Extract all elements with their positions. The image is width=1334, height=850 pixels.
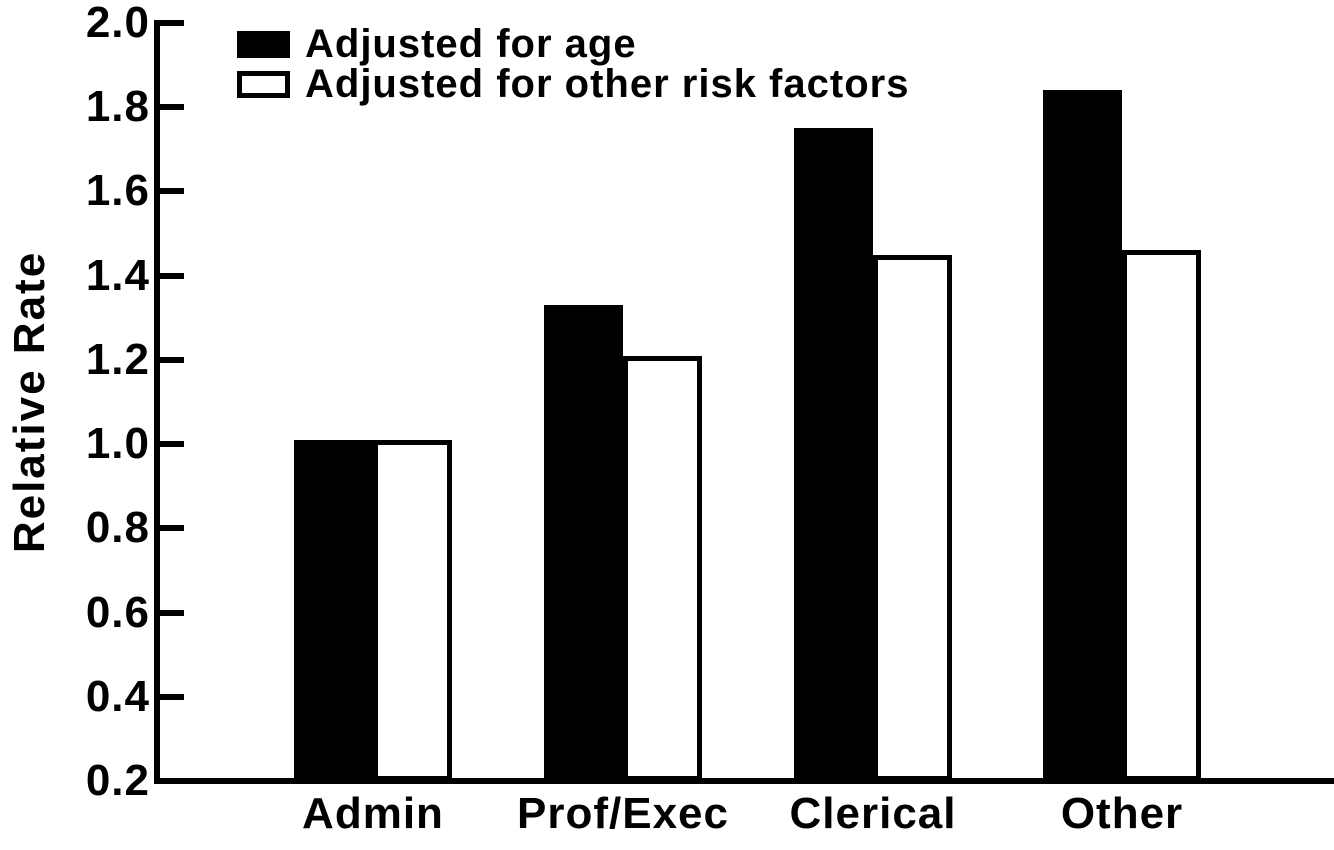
x-tick-label-other: Other <box>1060 789 1184 838</box>
legend-item-adjusted-for-age: Adjusted for age <box>237 21 909 66</box>
x-axis-line <box>154 778 1334 784</box>
legend-label: Adjusted for other risk factors <box>305 61 910 106</box>
bar-clerical-adjusted-for-other-risk-factors <box>873 254 952 781</box>
y-tick-mark-1.6 <box>157 188 184 195</box>
y-tick-label-1.4: 1.4 <box>85 250 150 300</box>
bar-admin-adjusted-for-age <box>294 439 373 781</box>
y-tick-label-1.2: 1.2 <box>85 334 150 384</box>
y-tick-mark-0.4 <box>157 693 184 700</box>
y-tick-label-1.8: 1.8 <box>85 82 150 132</box>
legend-item-adjusted-for-other-risk-factors: Adjusted for other risk factors <box>237 61 910 106</box>
x-tick-label-admin: Admin <box>302 789 444 838</box>
legend-label: Adjusted for age <box>305 21 637 66</box>
bar-other-adjusted-for-age <box>1043 90 1122 781</box>
y-tick-mark-1.0 <box>157 441 184 448</box>
y-tick-mark-0.6 <box>157 609 184 616</box>
y-tick-label-1.6: 1.6 <box>85 166 150 216</box>
x-tick-label-prof-exec: Prof/Exec <box>517 789 729 838</box>
y-tick-label-0.2: 0.2 <box>85 756 150 805</box>
bar-admin-adjusted-for-other-risk-factors <box>373 439 452 781</box>
bar-other-adjusted-for-other-risk-factors <box>1122 250 1201 781</box>
y-tick-label-0.4: 0.4 <box>85 671 150 721</box>
y-tick-label-1.0: 1.0 <box>85 419 150 469</box>
y-tick-label-2.0: 2.0 <box>85 0 150 47</box>
y-tick-mark-1.4 <box>157 272 184 279</box>
y-tick-mark-0.8 <box>157 525 184 532</box>
y-tick-mark-2.0 <box>157 20 184 26</box>
x-tick-label-clerical: Clerical <box>789 789 957 838</box>
bar-prof-exec-adjusted-for-other-risk-factors <box>623 355 702 781</box>
y-tick-mark-1.8 <box>157 104 184 111</box>
bar-prof-exec-adjusted-for-age <box>544 305 623 781</box>
legend: Adjusted for age Adjusted for other risk… <box>237 21 910 106</box>
legend-swatch-open-icon <box>237 70 290 98</box>
y-tick-label-0.8: 0.8 <box>85 503 150 553</box>
y-axis-line <box>154 20 160 784</box>
y-tick-label-0.6: 0.6 <box>85 587 150 637</box>
bar-clerical-adjusted-for-age <box>794 128 873 781</box>
legend-swatch-filled-icon <box>237 30 290 58</box>
y-tick-mark-1.2 <box>157 356 184 363</box>
